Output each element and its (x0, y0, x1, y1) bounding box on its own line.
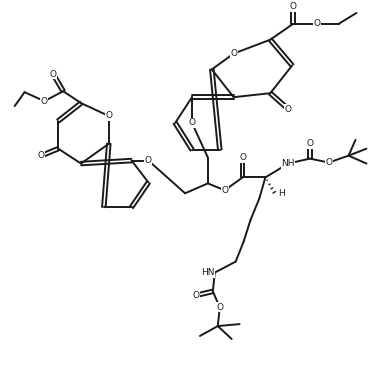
Text: O: O (145, 156, 152, 165)
Text: NH: NH (281, 159, 295, 168)
Text: O: O (193, 291, 200, 300)
Text: O: O (38, 151, 45, 160)
Text: O: O (216, 303, 223, 312)
Text: O: O (325, 158, 332, 167)
Text: O: O (239, 153, 246, 162)
Text: O: O (230, 49, 237, 58)
Text: O: O (314, 19, 321, 28)
Text: O: O (189, 118, 196, 127)
Text: O: O (105, 112, 112, 121)
Text: HN: HN (202, 268, 215, 277)
Text: O: O (221, 186, 228, 195)
Text: O: O (41, 97, 48, 106)
Text: H: H (278, 189, 285, 198)
Text: O: O (285, 104, 292, 113)
Text: O: O (307, 139, 314, 148)
Text: O: O (289, 3, 296, 11)
Text: O: O (50, 70, 57, 79)
